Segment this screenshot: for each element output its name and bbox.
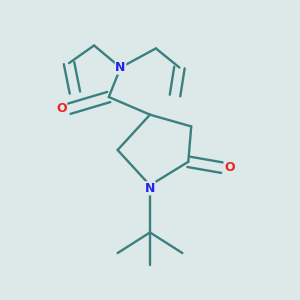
Text: N: N — [116, 61, 126, 74]
Text: O: O — [56, 102, 67, 115]
Text: N: N — [145, 182, 155, 195]
Text: O: O — [224, 161, 235, 174]
